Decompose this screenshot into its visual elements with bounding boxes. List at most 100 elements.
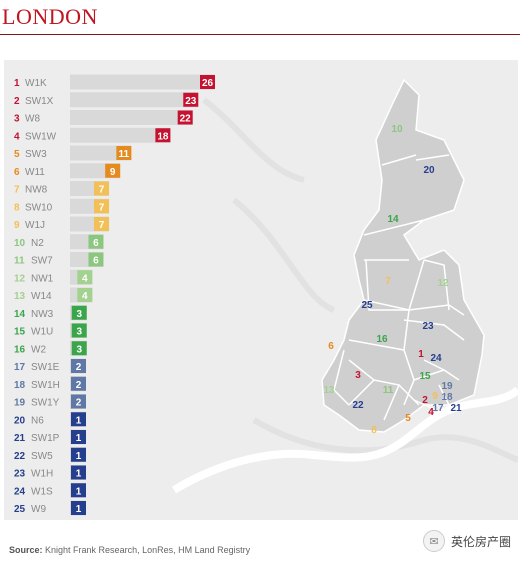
value-label: 7 <box>99 185 105 196</box>
bar-chart: 1234567891011121314151617181920212223242… <box>14 74 215 516</box>
category-label: W11 <box>25 167 45 178</box>
value-label: 3 <box>76 327 82 338</box>
map-rank-label: 6 <box>328 341 334 352</box>
rank-label: 7 <box>14 185 20 196</box>
title-divider <box>0 34 520 35</box>
value-label: 1 <box>76 486 82 497</box>
map-rank-label: 10 <box>391 124 403 135</box>
category-label: W1U <box>31 327 53 338</box>
category-label: SW1W <box>25 131 57 142</box>
rank-label: 1 <box>14 78 20 89</box>
value-badge <box>94 199 110 214</box>
category-label: W1H <box>31 469 53 480</box>
map-rank-label: 24 <box>430 353 442 364</box>
chart-panel: 10 20 14 7 12 25 23 16 6 1 24 3 15 13 11 19 22 2 9 18 5 4 17 21… <box>4 60 518 520</box>
rank-label: 12 <box>14 273 26 284</box>
value-badge <box>71 394 86 409</box>
rank-label: 18 <box>14 380 26 391</box>
rank-label: 19 <box>14 398 26 409</box>
category-label-group: W1K SW1X W8 SW1W SW3 W11 NW8 SW10 W1J N2 SW7 NW1 W14… <box>25 78 60 515</box>
value-badge <box>71 376 86 391</box>
category-label: W1J <box>25 220 45 231</box>
rank-label: 22 <box>14 451 26 462</box>
value-label: 1 <box>76 504 82 515</box>
river-thames <box>171 386 518 494</box>
category-label: W9 <box>31 504 46 515</box>
value-badge <box>116 146 132 160</box>
value-badge <box>88 252 104 267</box>
value-label: 4 <box>82 291 88 302</box>
category-label: NW8 <box>25 185 48 196</box>
map-rank-label: 20 <box>423 165 435 176</box>
source-text: Knight Frank Research, LonRes, HM Land R… <box>45 545 251 555</box>
rank-label: 10 <box>14 238 26 249</box>
map-rank-label: 23 <box>422 321 434 332</box>
map-rank-label: 7 <box>385 276 391 287</box>
map-rank-label: 12 <box>437 278 449 289</box>
category-label: SW3 <box>25 149 47 160</box>
map-rank-label: 17 <box>432 403 444 414</box>
value-badge <box>71 430 86 444</box>
value-label: 23 <box>185 96 197 107</box>
rank-label: 25 <box>14 504 26 515</box>
category-label: SW1E <box>31 362 60 373</box>
map-rank-label: 9 <box>432 391 438 402</box>
value-label: 9 <box>110 167 116 178</box>
value-label: 7 <box>99 202 105 213</box>
value-badge <box>200 75 215 89</box>
value-label: 6 <box>93 256 99 267</box>
rank-label: 24 <box>14 486 26 497</box>
category-label: SW1X <box>25 96 54 107</box>
category-label: W8 <box>25 114 40 125</box>
map-rank-label: 2 <box>422 395 428 406</box>
rank-label: 11 <box>14 256 25 267</box>
map-rank-label: 18 <box>441 392 453 403</box>
map-rank-label: 4 <box>428 407 434 418</box>
map-rank-label: 1 <box>418 349 424 360</box>
rank-label: 13 <box>14 291 26 302</box>
value-badge <box>71 305 87 320</box>
value-label: 11 <box>119 149 130 160</box>
value-label: 1 <box>76 469 82 480</box>
category-label: SW10 <box>25 202 53 213</box>
category-label: NW1 <box>31 273 54 284</box>
brand-text: 英伦房产圈 <box>451 534 512 549</box>
category-label: W2 <box>31 344 46 355</box>
bar <box>70 74 215 90</box>
bar <box>70 127 171 143</box>
rank-label: 4 <box>14 131 20 142</box>
rank-label: 20 <box>14 415 26 426</box>
value-badge <box>71 483 86 498</box>
value-badge <box>71 323 87 338</box>
value-label: 2 <box>76 362 82 373</box>
value-badge <box>177 110 193 125</box>
brand-watermark: ✉ 英伦房产圈 <box>423 530 511 552</box>
map-rank-label: 25 <box>361 300 373 311</box>
value-label: 26 <box>202 78 214 89</box>
rank-label: 17 <box>14 362 26 373</box>
value-badge <box>71 465 86 480</box>
value-badge <box>88 234 104 249</box>
map-rank-label: 15 <box>419 371 431 382</box>
map-rank-label: 21 <box>450 403 462 414</box>
value-label: 3 <box>76 309 82 320</box>
rank-label-group: 1234567891011121314151617181920212223242… <box>14 78 26 515</box>
value-label: 6 <box>93 238 99 249</box>
category-label: SW1P <box>31 433 60 444</box>
rank-label: 9 <box>14 220 20 231</box>
map-rank-label: 19 <box>441 381 453 392</box>
rank-label: 14 <box>14 309 26 320</box>
category-label: N6 <box>31 415 44 426</box>
value-badge <box>77 288 93 302</box>
value-badge <box>71 447 86 462</box>
source-note: Source: Knight Frank Research, LonRes, H… <box>9 545 250 555</box>
value-label: 2 <box>76 380 82 391</box>
category-label: SW1Y <box>31 398 60 409</box>
bar <box>70 110 193 125</box>
map-rank-label: 16 <box>376 334 388 345</box>
map-rank-label: 13 <box>323 385 335 396</box>
value-badge <box>71 359 86 373</box>
